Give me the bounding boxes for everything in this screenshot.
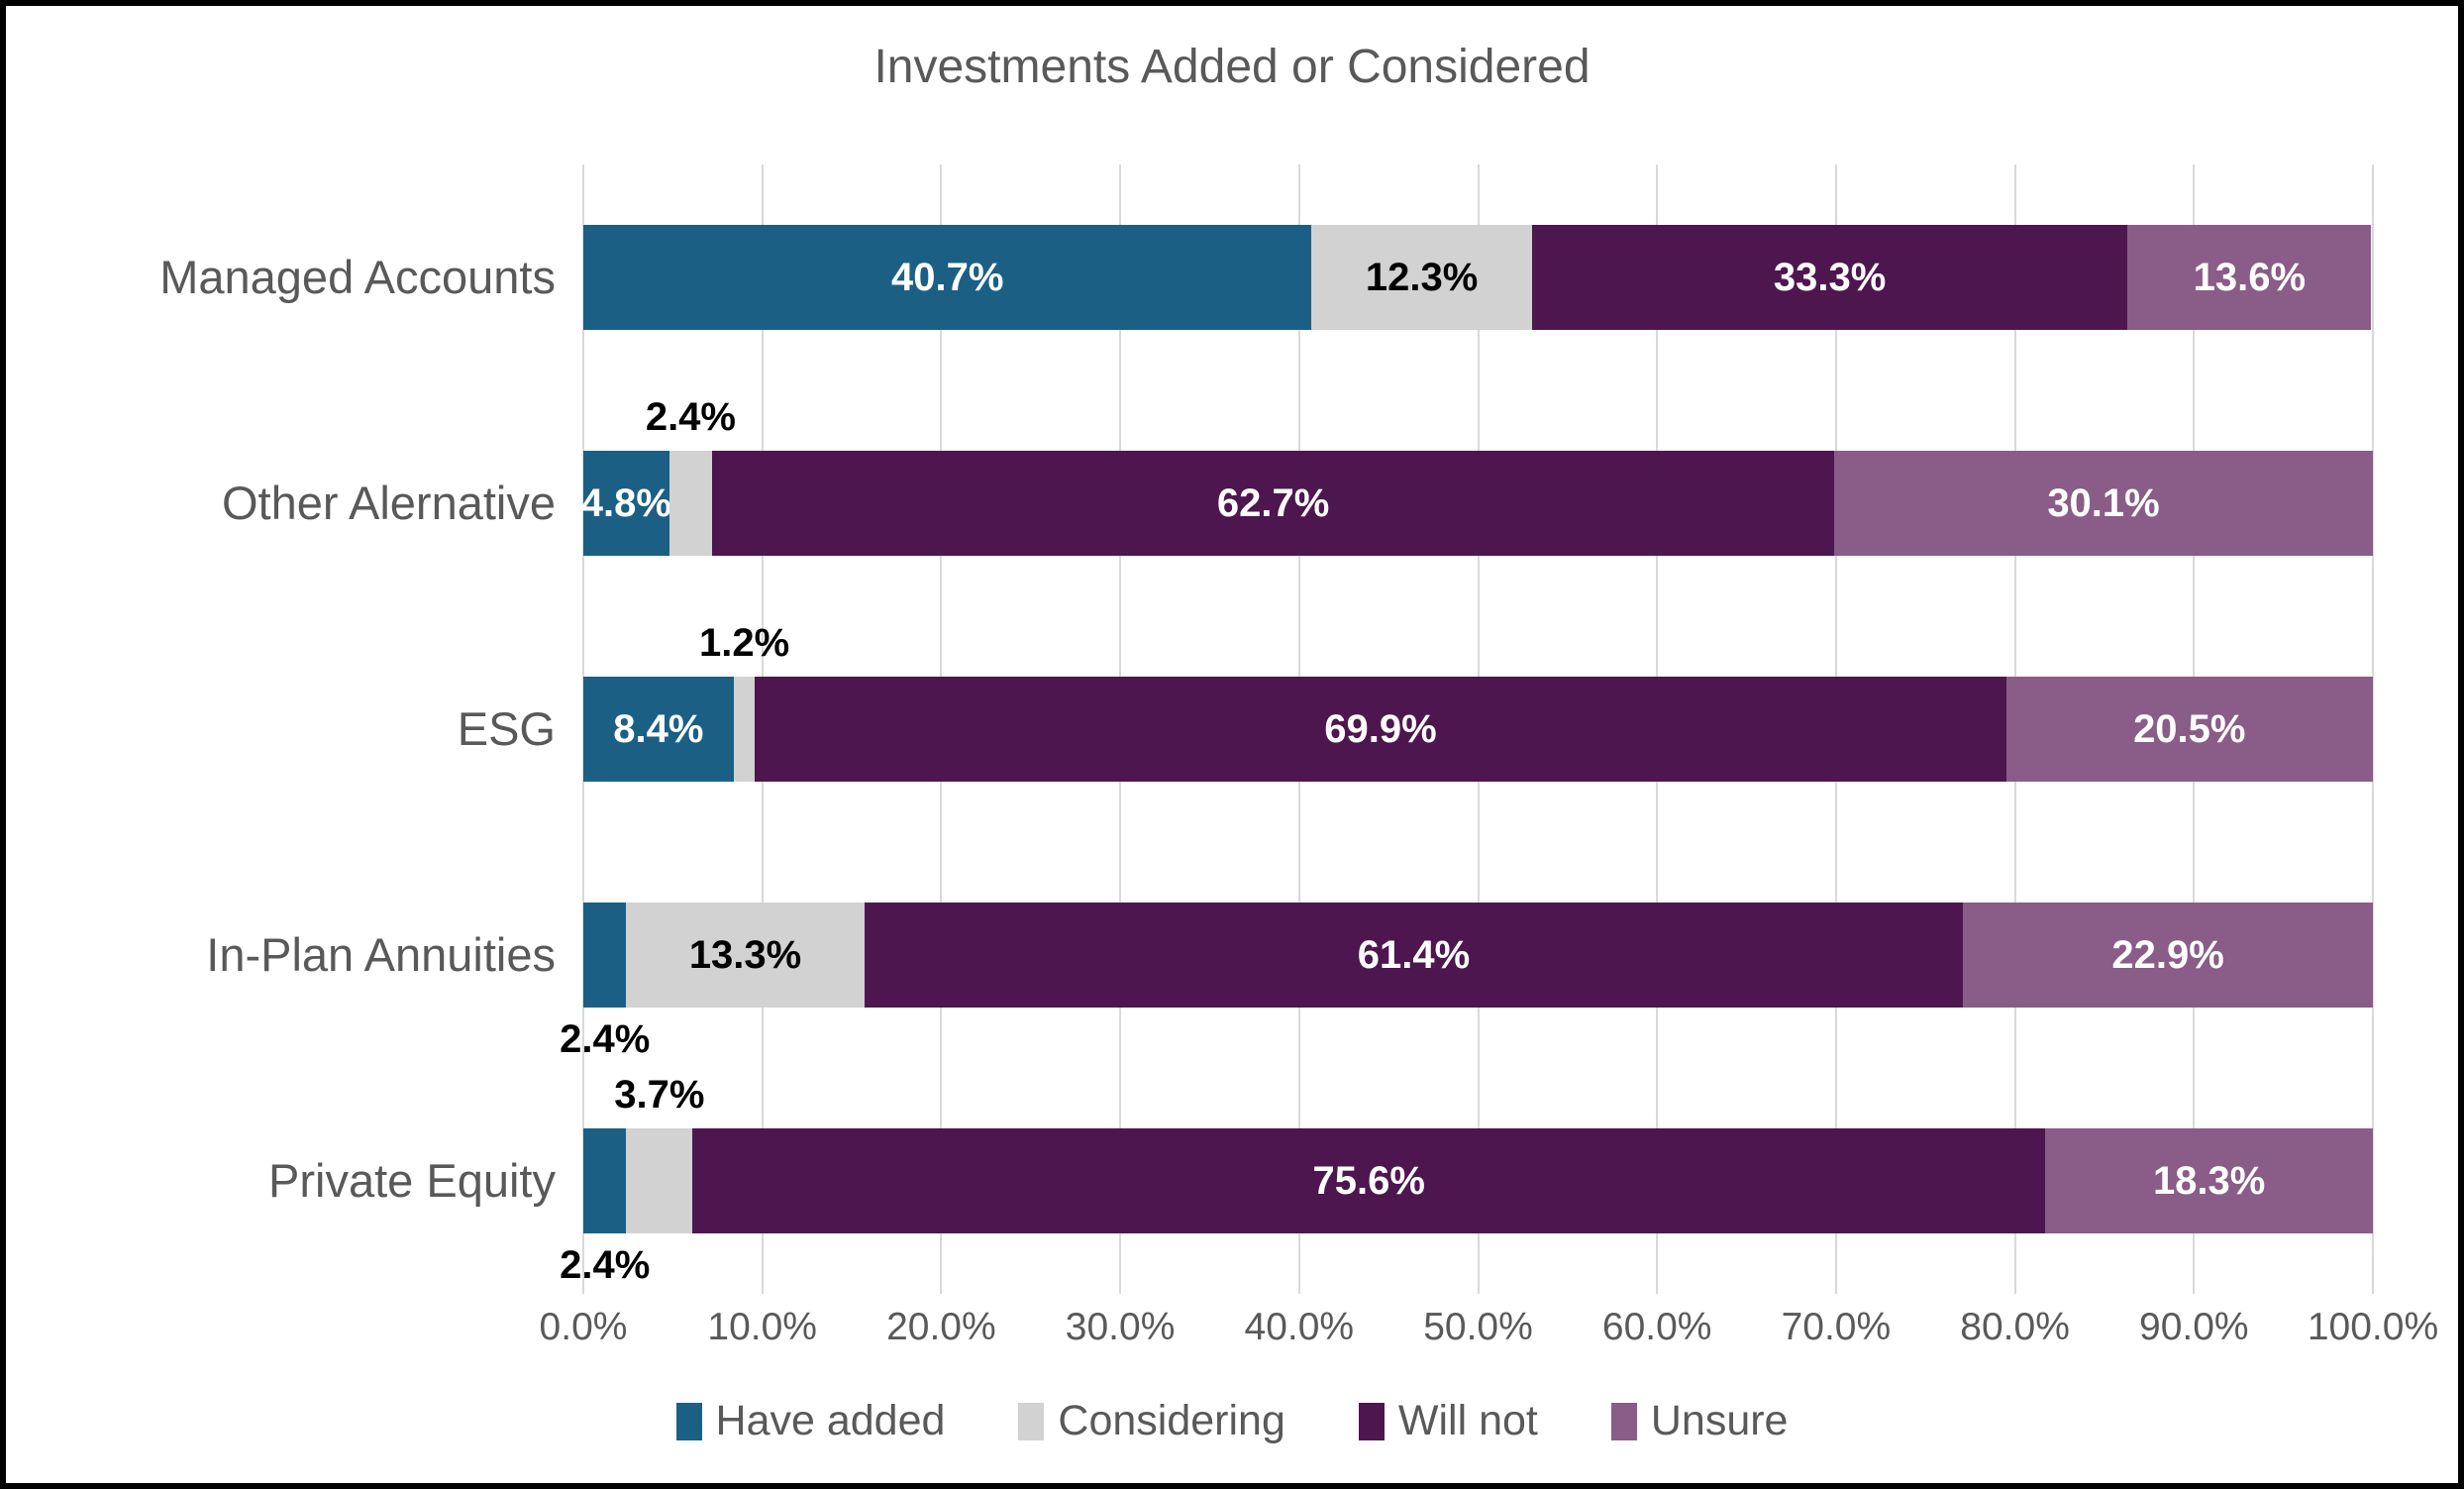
data-label: 22.9% <box>2111 932 2224 977</box>
data-label: 1.2% <box>699 621 790 665</box>
bar-segment-will-not: 75.6% <box>692 1128 2046 1233</box>
x-axis-tick-label: 100.0% <box>2307 1306 2439 1348</box>
bar-segment-will-not: 33.3% <box>1531 225 2128 330</box>
x-axis-tick-label: 40.0% <box>1244 1306 1355 1348</box>
bar-row: 2.4% 3.7% 75.6% 18.3% <box>560 1073 2373 1287</box>
data-label: 8.4% <box>613 706 704 751</box>
data-label: 2.4% <box>560 1017 651 1061</box>
bar-segment-unsure: 22.9% <box>1963 903 2373 1008</box>
data-label: 40.7% <box>891 255 1004 299</box>
bar-segment-have-added: 40.7% <box>583 225 1312 330</box>
legend-swatch-will-not <box>1358 1402 1385 1440</box>
bar-segment-considering <box>626 1128 693 1233</box>
x-axis-tick-label: 0.0% <box>539 1306 628 1348</box>
bar-row: 2.4% 13.3% 61.4% 22.9% <box>560 903 2373 1061</box>
category-label: Other Alernative <box>221 477 556 529</box>
data-label: 18.3% <box>2152 1158 2266 1203</box>
bar-segment-unsure: 20.5% <box>2005 677 2373 782</box>
bar-segment-will-not: 69.9% <box>755 677 2006 782</box>
x-axis-tick-label: 30.0% <box>1065 1306 1176 1348</box>
bar-segment-considering <box>668 451 713 556</box>
x-axis-tick-label: 10.0% <box>707 1306 817 1348</box>
chart-title: Investments Added or Considered <box>873 41 1591 93</box>
bar-segment-have-added <box>583 903 627 1008</box>
plot-area: 40.7% 12.3% 33.3% 13.6% 4.8% 2.4% 62.7% 30.1% 8.… <box>560 164 2374 1294</box>
data-label: 12.3% <box>1365 255 1479 299</box>
legend-item-unsure: Unsure <box>1610 1397 1789 1445</box>
legend-label: Considering <box>1058 1397 1285 1444</box>
category-label: Managed Accounts <box>159 251 556 303</box>
bar-row: 8.4% 1.2% 69.9% 20.5% <box>583 621 2373 782</box>
bar-row: 40.7% 12.3% 33.3% 13.6% <box>583 225 2373 330</box>
legend-swatch-considering <box>1018 1402 1045 1440</box>
bar-segment-have-added: 8.4% <box>583 677 734 782</box>
legend-label: Have added <box>715 1397 946 1444</box>
x-axis: 0.0% 10.0% 20.0% 30.0% 40.0% 50.0% 60.0% 70.0% 8… <box>540 1306 2439 1365</box>
bar-segment-have-added: 4.8% <box>580 451 671 556</box>
data-label: 3.7% <box>614 1073 705 1117</box>
bar-segment-will-not: 62.7% <box>712 451 1835 556</box>
category-label: In-Plan Annuities <box>206 928 556 981</box>
bar-segment-unsure: 18.3% <box>2045 1128 2373 1233</box>
data-label: 2.4% <box>560 1243 651 1287</box>
legend-label: Unsure <box>1650 1397 1789 1444</box>
bar-segment-considering: 13.3% <box>626 903 865 1008</box>
data-label: 4.8% <box>580 480 671 525</box>
x-axis-tick-label: 20.0% <box>886 1306 996 1348</box>
legend-label: Will not <box>1397 1397 1538 1444</box>
bar-segment-unsure: 30.1% <box>1834 451 2373 556</box>
bar-segment-have-added <box>583 1128 627 1233</box>
legend: Have added Considering Will not Unsure <box>6 1397 2458 1445</box>
gridline <box>2372 164 2374 1294</box>
bar-segment-considering: 12.3% <box>1311 225 1532 330</box>
bar-row: 4.8% 2.4% 62.7% 30.1% <box>580 395 2373 556</box>
x-axis-tick-label: 70.0% <box>1781 1306 1892 1348</box>
data-label: 20.5% <box>2133 706 2246 751</box>
data-label: 33.3% <box>1773 255 1887 299</box>
bar-segment-considering <box>733 677 756 782</box>
data-label: 75.6% <box>1312 1158 1425 1203</box>
legend-item-considering: Considering <box>1018 1397 1285 1445</box>
category-label: ESG <box>457 702 556 755</box>
x-axis-tick-label: 80.0% <box>1960 1306 2070 1348</box>
data-label: 61.4% <box>1357 932 1471 977</box>
category-label: Private Equity <box>268 1154 556 1207</box>
bar-segment-will-not: 61.4% <box>864 903 1964 1008</box>
legend-swatch-have-added <box>675 1402 702 1440</box>
data-label: 13.3% <box>688 932 802 977</box>
legend-item-have-added: Have added <box>675 1397 946 1445</box>
data-label: 30.1% <box>2047 480 2160 525</box>
x-axis-tick-label: 50.0% <box>1423 1306 1533 1348</box>
legend-item-will-not: Will not <box>1358 1397 1538 1445</box>
data-label: 2.4% <box>645 395 736 439</box>
legend-swatch-unsure <box>1610 1402 1637 1440</box>
data-label: 62.7% <box>1216 480 1330 525</box>
x-axis-tick-label: 90.0% <box>2139 1306 2249 1348</box>
x-axis-tick-label: 60.0% <box>1601 1306 1712 1348</box>
data-label: 13.6% <box>2193 255 2307 299</box>
data-label: 69.9% <box>1324 706 1437 751</box>
bar-segment-unsure: 13.6% <box>2127 225 2372 330</box>
